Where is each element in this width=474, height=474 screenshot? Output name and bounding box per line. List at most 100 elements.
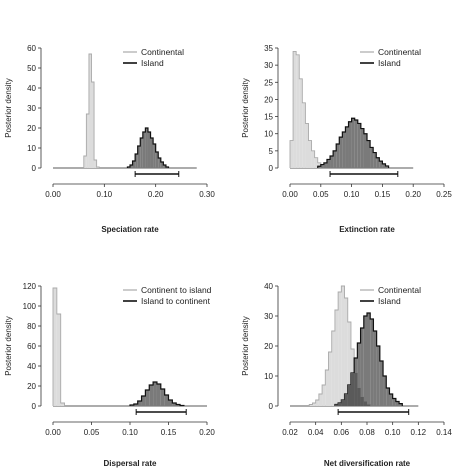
histogram-bar [317,166,321,168]
histogram-bar [91,82,95,168]
histogram-outline [126,127,170,168]
histogram-bar [149,385,154,406]
histogram-bar [367,313,371,406]
histogram-bar [299,78,303,168]
overlap-bar [354,373,358,406]
x-tick-label: 0.15 [161,428,177,437]
y-tick-label: 120 [23,282,37,291]
x-tick-label: 0.30 [199,190,215,199]
x-tick-label: 0.12 [411,428,427,437]
histogram-bar [363,316,367,406]
histogram-bar [96,167,100,168]
y-tick-label: 35 [264,44,273,53]
credible-interval [134,171,180,177]
histogram-bar [322,385,326,406]
series-2 [317,117,390,168]
histogram-bar [145,390,150,406]
y-tick-label: 30 [27,104,36,113]
x-tick-label: 0.05 [313,190,329,199]
histogram-bar [320,164,324,168]
y-tick-label: 0 [32,164,37,173]
histogram-outline [289,50,325,168]
y-axis-label: Posterior density [4,78,13,138]
histogram-bar [140,138,143,168]
y-tick-label: 10 [264,130,273,139]
x-tick-label: 0.10 [385,428,401,437]
x-tick-label: 0.05 [84,428,100,437]
axes: 0.00 0.05 0.10 0.15 0.20 0 20 40 60 80 100 120 [23,282,216,437]
histogram-bar [133,404,138,406]
x-tick-label: 0.10 [97,190,113,199]
x-tick-label: 0.20 [405,190,421,199]
histogram-bar [339,137,343,168]
histogram-bar [347,322,351,406]
histogram-bar [158,158,161,168]
histogram-bar [318,394,323,406]
histogram-bar [351,118,355,168]
legend-label: Island [141,58,164,68]
histogram-outline [317,117,390,168]
histogram-bar [376,346,380,406]
histogram-bar [147,132,151,168]
histogram-bar [383,376,387,406]
histogram-bar [172,403,177,406]
overlap-bar [344,394,348,406]
overlap-bar [363,401,367,406]
histogram-bar [145,128,148,168]
histogram-bar [392,398,396,406]
histogram-bar [376,157,380,168]
y-tick-label: 5 [269,147,274,156]
histogram-bar [141,396,146,406]
y-tick-label: 40 [27,84,36,93]
overlap-bar [357,388,361,406]
histogram-bar [382,163,386,168]
histogram-bar [296,54,300,168]
legend-label: Island [378,296,401,306]
x-axis-label: Speciation rate [101,225,159,234]
x-tick-label: 0.14 [436,428,452,437]
overlap-bar [347,385,351,406]
histogram-bar [370,147,374,168]
legend-label: Island to continent [141,296,211,306]
y-tick-label: 10 [27,144,36,153]
y-tick-label: 40 [264,282,273,291]
x-tick-label: 0.06 [334,428,350,437]
histogram-bar [314,157,318,168]
legend-label: Continental [141,47,184,57]
overlap-region [334,373,371,406]
x-tick-label: 0.02 [282,428,298,437]
legend-label: Island [378,58,401,68]
x-tick-label: 0.10 [344,190,360,199]
histogram-bar [370,319,374,406]
histogram-bar [373,331,377,406]
overlap-bar [334,404,339,406]
histogram-bar [338,292,342,406]
histogram-bar [323,162,327,168]
histogram-bar [331,331,335,406]
x-axis-label: Dispersal rate [104,459,157,468]
y-tick-label: 20 [264,342,273,351]
histogram-bar [379,161,383,168]
histogram-bar [360,128,364,168]
histogram-outline [129,381,185,407]
histogram-bar [389,394,393,406]
overlap-bar [350,373,355,406]
histogram-bar [153,144,156,168]
series-1 [52,287,65,406]
histogram-bar [305,123,309,168]
y-tick-label: 25 [264,78,273,87]
histogram-bar [132,161,136,168]
histogram-bar [142,132,146,168]
histogram-bar [363,133,367,168]
x-tick-label: 0.00 [45,428,61,437]
x-tick-label: 0.20 [148,190,164,199]
histogram-outline [52,287,65,406]
histogram-bar [386,388,390,406]
histogram-bar [367,140,371,168]
y-tick-label: 20 [264,95,273,104]
histogram-outline [83,53,100,168]
